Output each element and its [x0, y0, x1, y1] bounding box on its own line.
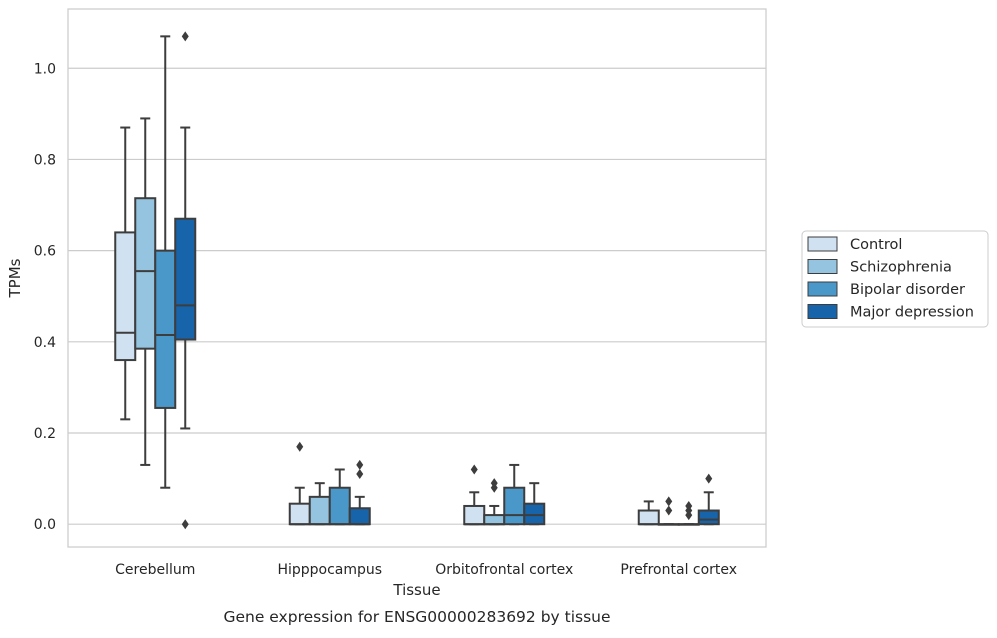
y-tick-label: 0.8 — [34, 152, 56, 168]
box-body — [463, 504, 486, 526]
y-tick-label: 0.6 — [34, 244, 56, 260]
box-group — [348, 459, 371, 526]
box-body — [134, 197, 157, 350]
flier-point — [356, 459, 364, 470]
legend-swatch — [807, 236, 838, 252]
y-tick-label: 0.4 — [34, 335, 56, 351]
legend-swatch — [807, 259, 838, 274]
y-tick-label: 0.2 — [34, 426, 56, 442]
y-tick-label: 1.0 — [34, 61, 56, 77]
legend: Control Schizophrenia Bipolar disorder Majo… — [801, 230, 989, 328]
flier-point — [356, 469, 364, 480]
y-tick-labels: 0.0 0.2 0.4 0.6 0.8 1.0 — [34, 61, 56, 533]
flier-point — [181, 519, 189, 530]
box-plots — [114, 31, 720, 530]
box-group — [697, 473, 720, 526]
box-body — [154, 249, 177, 409]
box-body — [308, 495, 331, 526]
box-body — [637, 509, 660, 526]
box-body — [328, 486, 351, 526]
box-group — [308, 482, 331, 526]
box-group — [114, 126, 137, 421]
box-group — [523, 482, 546, 526]
y-tick-label: 0.0 — [34, 517, 56, 533]
x-axis-label: Tissue — [392, 581, 440, 599]
flier-point — [470, 464, 478, 475]
box-body — [174, 217, 197, 341]
flier-point — [705, 473, 713, 484]
flier-point — [181, 31, 189, 42]
legend-label: Major depression — [850, 305, 974, 321]
box-body — [114, 231, 137, 362]
x-tick-labels: Cerebellum Hipppocampus Orbitofrontal cort… — [115, 562, 737, 578]
x-tick-label: Hipppocampus — [277, 562, 382, 578]
box-group — [463, 464, 486, 526]
box-group — [154, 35, 177, 489]
flier-point — [490, 478, 498, 489]
box-group — [637, 500, 660, 526]
legend-label: Control — [850, 237, 902, 253]
box-group — [288, 441, 311, 526]
x-tick-label: Orbitofrontal cortex — [435, 562, 573, 578]
legend-frame — [801, 230, 989, 328]
box-body — [697, 509, 720, 526]
box-body — [503, 486, 526, 526]
box-body — [348, 507, 371, 526]
figure-caption: Gene expression for ENSG00000283692 by t… — [223, 608, 610, 626]
flier-point — [665, 505, 673, 516]
box-group — [174, 31, 197, 530]
box-group — [328, 468, 351, 526]
flier-point — [296, 441, 304, 452]
box-body — [483, 514, 506, 526]
box-body — [523, 502, 546, 526]
plot-frame — [67, 8, 767, 548]
x-tick-label: Prefrontal cortex — [620, 562, 737, 578]
flier-point — [685, 500, 693, 511]
legend-swatch — [807, 281, 838, 297]
y-axis-label: TPMs — [6, 258, 24, 298]
legend-label: Schizophrenia — [850, 260, 952, 276]
legend-label: Bipolar disorder — [850, 282, 965, 298]
flier-point — [665, 496, 673, 507]
box-body — [288, 502, 311, 526]
x-tick-label: Cerebellum — [115, 562, 195, 578]
legend-swatch — [807, 304, 838, 319]
